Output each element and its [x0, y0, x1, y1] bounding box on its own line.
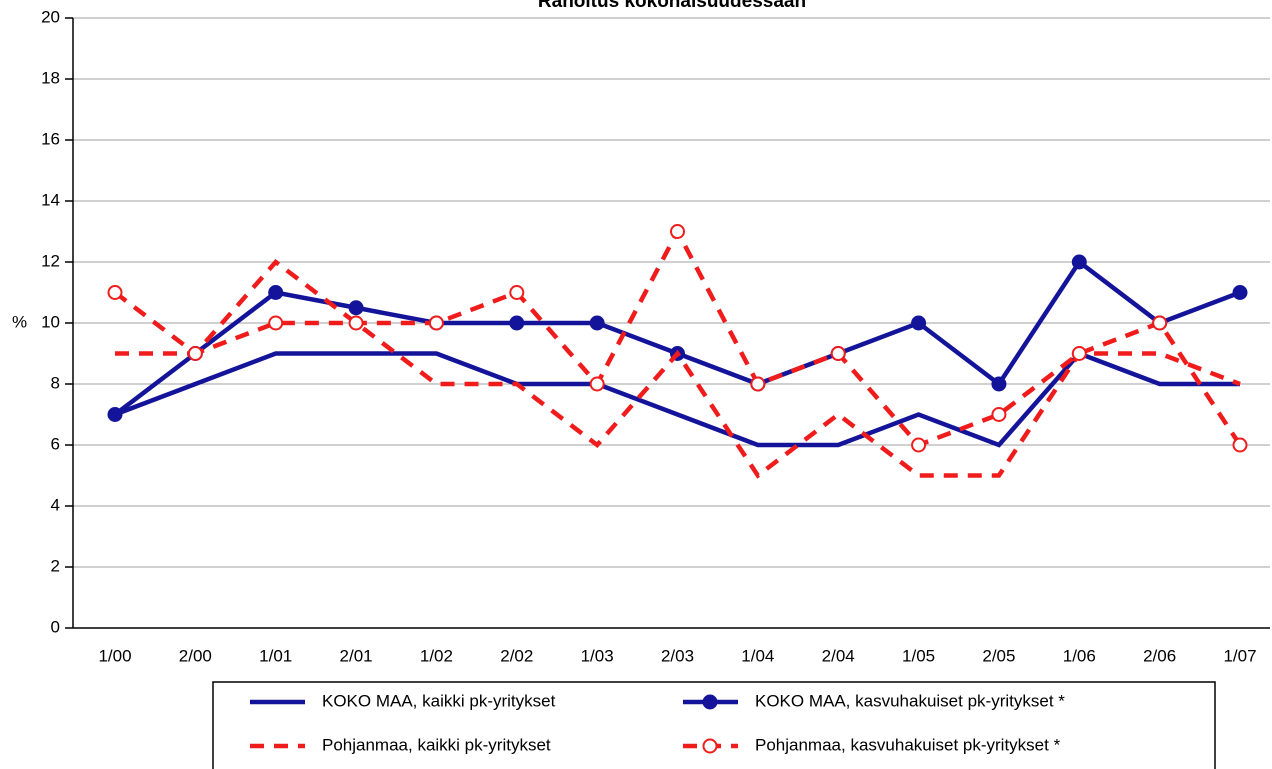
chart-title: Rahoitus kokonaisuudessaan	[538, 0, 806, 12]
y-tick-label: 4	[51, 495, 60, 514]
marker	[589, 376, 605, 392]
series-line	[113, 258, 1241, 417]
marker	[1232, 285, 1248, 300]
y-tick-label: 18	[41, 68, 60, 87]
x-tick-label: 2/02	[500, 646, 533, 665]
marker	[348, 315, 364, 331]
y-tick-label: 8	[51, 373, 60, 392]
marker	[187, 346, 203, 361]
series-line	[114, 350, 1240, 448]
x-tick-label: 2/00	[179, 646, 212, 665]
y-tick-label: 6	[51, 434, 60, 453]
x-tick-label: 2/03	[661, 646, 694, 665]
y-tick-label: 20	[41, 7, 60, 26]
marker	[107, 285, 123, 300]
marker	[348, 300, 364, 316]
marker	[991, 376, 1007, 392]
x-tick-label: 1/07	[1223, 646, 1256, 665]
x-tick-label: 2/05	[982, 646, 1015, 665]
marker	[509, 285, 525, 300]
marker	[830, 346, 846, 361]
x-tick-label: 1/01	[259, 646, 292, 665]
y-tick-label: 10	[41, 312, 60, 331]
marker	[911, 315, 927, 331]
legend-marker	[702, 694, 718, 710]
marker	[1152, 315, 1168, 331]
legend-marker	[702, 738, 718, 754]
x-tick-label: 2/06	[1143, 646, 1176, 665]
x-tick-label: 1/02	[420, 646, 453, 665]
marker	[911, 437, 927, 453]
marker	[107, 407, 123, 422]
y-tick-label: 12	[41, 251, 60, 270]
marker	[991, 407, 1007, 422]
y-tick-label: 14	[41, 190, 60, 209]
marker	[268, 315, 284, 331]
marker	[670, 224, 685, 239]
x-tick-label: 2/01	[340, 646, 373, 665]
y-tick-label: 16	[41, 129, 60, 148]
marker	[268, 285, 284, 300]
marker	[589, 315, 605, 331]
x-tick-label: 1/04	[741, 646, 774, 665]
legend-label: KOKO MAA, kasvuhakuiset pk-yritykset *	[755, 691, 1065, 710]
x-tick-label: 2/04	[822, 646, 855, 665]
y-tick-label: 2	[51, 556, 60, 575]
marker	[750, 376, 766, 392]
legend-label: KOKO MAA, kaikki pk-yritykset	[322, 691, 556, 710]
x-tick-label: 1/06	[1063, 646, 1096, 665]
marker	[428, 315, 444, 331]
x-tick-label: 1/03	[581, 646, 614, 665]
y-axis-label: %	[12, 312, 27, 331]
marker	[1071, 346, 1087, 361]
marker	[1232, 437, 1248, 453]
legend-label: Pohjanmaa, kaikki pk-yritykset	[322, 735, 551, 754]
series-line	[115, 258, 1241, 479]
y-tick-label: 0	[51, 617, 60, 636]
marker	[509, 315, 525, 331]
marker	[1071, 254, 1087, 270]
x-tick-label: 1/00	[98, 646, 131, 665]
legend-label: Pohjanmaa, kasvuhakuiset pk-yritykset *	[755, 735, 1061, 754]
x-tick-label: 1/05	[902, 646, 935, 665]
